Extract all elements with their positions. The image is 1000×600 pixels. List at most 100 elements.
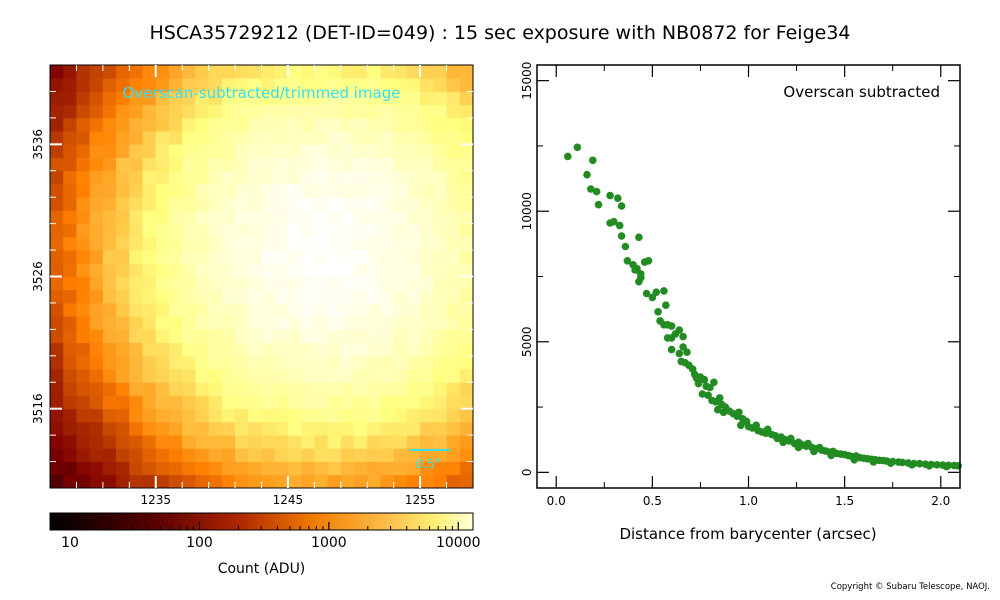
scatter-point — [587, 185, 595, 193]
heatmap-pixel — [459, 91, 474, 106]
heatmap-pixel — [393, 276, 408, 291]
heatmap-pixel — [155, 236, 170, 251]
heatmap-pixel — [102, 65, 117, 79]
heatmap-panel — [50, 65, 474, 489]
scatter-point — [637, 274, 645, 282]
heatmap-pixel — [142, 170, 157, 185]
heatmap-pixel — [261, 302, 276, 317]
heatmap-pixel — [129, 382, 143, 396]
heatmap-pixel — [287, 421, 302, 436]
heatmap-pixel — [208, 355, 223, 370]
heatmap-pixel — [221, 329, 236, 343]
heatmap-pixel — [235, 448, 249, 462]
heatmap-pixel — [248, 223, 262, 238]
heatmap-pixel — [168, 144, 183, 158]
heatmap-pixel — [116, 448, 130, 462]
heatmap-pixel — [76, 104, 91, 119]
heatmap-pixel — [446, 316, 461, 330]
heatmap-pixel — [221, 170, 236, 185]
heatmap-pixel — [182, 474, 196, 489]
heatmap-pixel — [354, 474, 368, 489]
heatmap-pixel — [102, 355, 117, 370]
heatmap-pixel — [406, 461, 421, 476]
heatmap-pixel — [274, 382, 289, 396]
heatmap-pixel — [459, 329, 474, 343]
heatmap-pixel — [406, 276, 421, 291]
heatmap-pixel — [50, 461, 64, 476]
heatmap-pixel — [102, 157, 117, 172]
heatmap-pixel — [446, 329, 461, 343]
heatmap-pixel — [248, 117, 262, 132]
heatmap-pixel — [367, 183, 381, 198]
heatmap-pixel — [446, 276, 461, 291]
heatmap-pixel — [182, 408, 196, 423]
heatmap-pixel — [155, 289, 170, 304]
heatmap-pixel — [327, 448, 342, 462]
scatter-point — [615, 221, 624, 230]
heatmap-pixel — [420, 263, 434, 277]
heatmap-pixel — [367, 250, 381, 264]
heatmap-pixel — [142, 329, 157, 343]
heatmap-pixel — [420, 448, 434, 462]
heatmap-pixel — [420, 144, 434, 158]
heatmap-pixel — [354, 316, 368, 330]
heatmap-pixel — [221, 421, 236, 436]
heatmap-pixel — [76, 302, 91, 317]
heatmap-pixel — [420, 435, 434, 449]
heatmap-pixel — [420, 197, 434, 211]
scatter-series — [564, 143, 962, 471]
heatmap-pixel — [102, 144, 117, 158]
heatmap-pixel — [89, 276, 104, 291]
heatmap-pixel — [182, 302, 196, 317]
heatmap-pixel — [340, 329, 355, 343]
heatmap-pixel — [129, 78, 143, 92]
scatter-point — [827, 451, 835, 460]
heatmap-pixel — [142, 263, 157, 277]
heatmap-pixel — [129, 289, 143, 304]
heatmap-pixel — [221, 144, 236, 158]
heatmap-pixel — [208, 104, 223, 119]
heatmap-pixel — [327, 263, 342, 277]
heatmap-pixel — [393, 329, 408, 343]
heatmap-pixel — [221, 183, 236, 198]
heatmap-pixel — [327, 329, 342, 343]
heatmap-pixel — [393, 183, 408, 198]
heatmap-pixel — [208, 435, 223, 449]
heatmap-pixel — [459, 461, 474, 476]
heatmap-pixel — [116, 369, 130, 383]
heatmap-pixel — [102, 461, 117, 476]
heatmap-pixel — [102, 276, 117, 291]
heatmap-pixel — [235, 395, 249, 410]
heatmap-pixel — [50, 104, 64, 119]
heatmap-pixel — [182, 316, 196, 330]
heatmap-pixel — [301, 263, 315, 277]
scatter-point — [700, 375, 709, 384]
heatmap-pixel — [155, 276, 170, 291]
heatmap-pixel — [261, 144, 276, 158]
heatmap-pixel — [116, 104, 130, 119]
heatmap-pixel — [274, 435, 289, 449]
heatmap-pixel — [50, 435, 64, 449]
heatmap-pixel — [208, 289, 223, 304]
heatmap-pixel — [221, 395, 236, 410]
heatmap-pixel — [433, 223, 447, 238]
heatmap-pixel — [301, 421, 315, 436]
heatmap-pixel — [142, 131, 157, 145]
x-tick-label: 0.5 — [643, 494, 662, 508]
heatmap-pixel — [142, 117, 157, 132]
heatmap-pixel — [50, 78, 64, 92]
heatmap-pixel — [195, 170, 210, 185]
heatmap-pixel — [182, 355, 196, 370]
heatmap-pixel — [116, 302, 130, 317]
heatmap-pixel — [102, 382, 117, 396]
heatmap-pixel — [63, 65, 77, 79]
heatmap-pixel — [235, 276, 249, 291]
heatmap-pixel — [89, 183, 104, 198]
heatmap-pixel — [406, 435, 421, 449]
heatmap-pixel — [129, 369, 143, 383]
heatmap-pixel — [168, 421, 183, 436]
heatmap-pixel — [142, 276, 157, 291]
heatmap-pixel — [195, 236, 210, 251]
heatmap-pixel — [221, 104, 236, 119]
heatmap-pixel — [261, 369, 276, 383]
